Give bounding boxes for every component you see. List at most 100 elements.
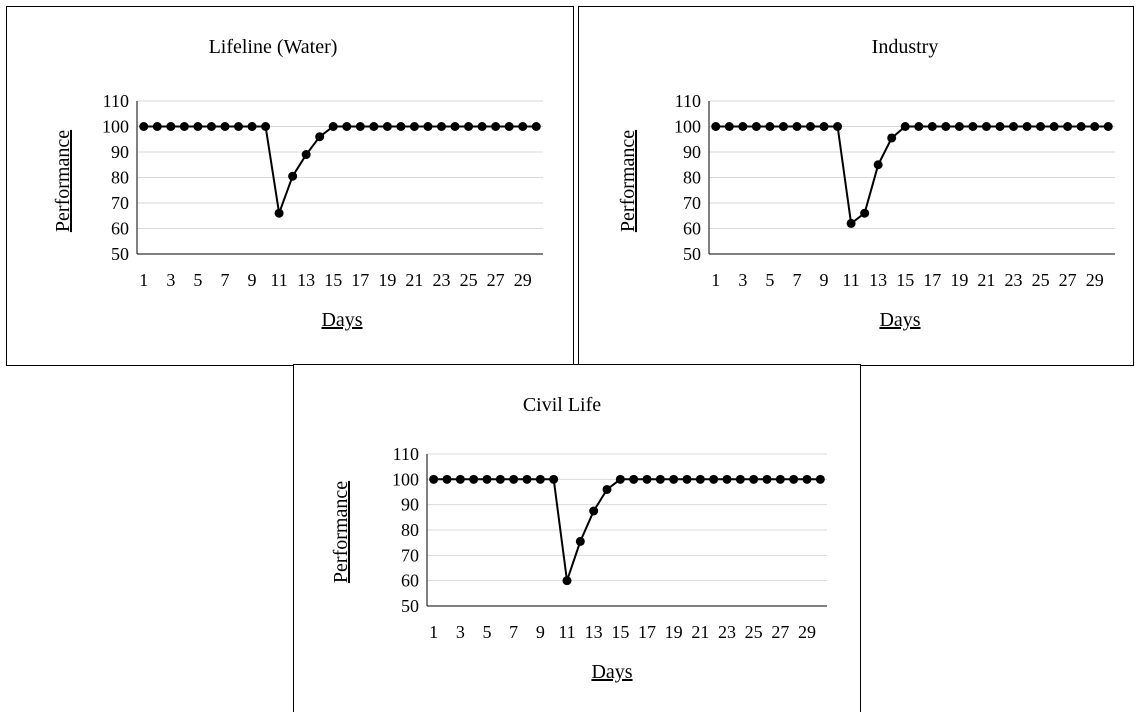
chart-panel-industry: Industry 50 60 70 80 90 100 110 1 3 5 7 9 11 13 15 17 19 2…	[578, 6, 1134, 366]
data-point	[328, 122, 338, 131]
chart-title: Civil Life	[523, 394, 601, 416]
data-point	[1090, 122, 1100, 131]
data-point	[301, 150, 311, 160]
y-tick-label: 110	[675, 91, 701, 111]
data-point	[247, 122, 257, 131]
y-tick-label: 50	[401, 596, 419, 616]
y-tick-label: 110	[103, 91, 129, 111]
data-point	[1036, 122, 1046, 131]
data-point	[954, 122, 964, 131]
chart-title: Industry	[872, 36, 939, 58]
y-axis-label: Performance	[330, 481, 352, 583]
data-point	[751, 122, 761, 131]
x-tick-label: 21	[977, 270, 995, 290]
x-tick-label: 9	[820, 270, 829, 290]
data-point	[562, 576, 572, 586]
x-tick-label: 19	[665, 622, 683, 642]
y-axis-label: Performance	[52, 130, 74, 232]
y-tick-label: 50	[683, 244, 701, 264]
x-tick-label: 27	[487, 270, 505, 290]
data-point	[450, 122, 460, 131]
data-point	[642, 474, 652, 484]
data-point	[738, 122, 748, 131]
data-point	[722, 474, 732, 484]
data-point	[1103, 122, 1113, 131]
data-point	[429, 474, 439, 484]
data-point	[464, 122, 474, 131]
data-point	[941, 122, 951, 131]
y-tick-label: 70	[111, 193, 129, 213]
y-tick-label: 70	[683, 193, 701, 213]
x-tick-label: 13	[297, 270, 315, 290]
data-point	[873, 160, 883, 170]
x-tick-label: 11	[270, 270, 287, 290]
x-tick-label: 19	[950, 270, 968, 290]
data-point	[522, 474, 532, 484]
data-point	[1049, 122, 1059, 131]
data-point	[274, 208, 284, 218]
y-tick-label: 90	[683, 142, 701, 162]
y-tick-label: 80	[401, 520, 419, 540]
data-point	[409, 122, 419, 131]
data-point	[914, 122, 924, 131]
x-tick-label: 29	[514, 270, 532, 290]
data-point	[139, 122, 149, 131]
x-tick-label: 3	[166, 270, 175, 290]
data-point	[711, 122, 721, 131]
data-point	[589, 506, 599, 516]
y-tick-label: 70	[401, 545, 419, 565]
x-tick-label: 9	[536, 622, 545, 642]
data-point	[615, 474, 625, 484]
y-tick-label: 60	[111, 219, 129, 239]
x-tick-label: 23	[433, 270, 451, 290]
data-point	[1022, 122, 1032, 131]
data-point	[629, 474, 639, 484]
data-point	[261, 122, 271, 131]
data-point	[455, 474, 465, 484]
x-tick-label: 29	[798, 622, 816, 642]
x-tick-label: 17	[923, 270, 941, 290]
x-tick-label: 11	[558, 622, 575, 642]
data-point	[491, 122, 501, 131]
data-point	[437, 122, 446, 131]
y-tick-label: 100	[674, 117, 701, 137]
chart-panel-civil-life: Civil Life 50 60 70 80 90 100 110 1 3 5 7 9 11 13 15 17 1…	[293, 364, 861, 712]
x-tick-label: 9	[248, 270, 257, 290]
data-point	[315, 132, 325, 142]
data-point	[669, 474, 679, 484]
chart-title: Lifeline (Water)	[209, 36, 338, 58]
y-tick-label: 100	[102, 117, 129, 137]
data-point	[762, 474, 772, 484]
x-tick-label: 1	[139, 270, 148, 290]
data-point	[396, 122, 406, 131]
data-point	[602, 484, 612, 494]
data-point	[206, 122, 216, 131]
data-point	[482, 474, 492, 484]
data-point	[477, 122, 487, 131]
data-point	[749, 474, 759, 484]
data-point	[655, 474, 665, 484]
data-point	[166, 122, 176, 131]
data-point	[682, 474, 692, 484]
data-point	[423, 122, 433, 131]
x-tick-label: 17	[351, 270, 369, 290]
y-tick-label: 60	[683, 219, 701, 239]
data-point	[288, 171, 298, 181]
data-point	[442, 474, 452, 484]
data-point	[765, 122, 775, 131]
data-point	[1076, 122, 1086, 131]
data-point	[342, 122, 352, 131]
data-point	[815, 474, 825, 484]
data-point	[789, 474, 799, 484]
x-tick-label: 25	[460, 270, 478, 290]
x-tick-label: 21	[405, 270, 423, 290]
data-point	[549, 474, 559, 484]
data-point	[709, 474, 719, 484]
data-point	[535, 474, 545, 484]
y-tick-label: 80	[111, 168, 129, 188]
data-point	[860, 208, 870, 218]
data-point	[234, 122, 243, 131]
chart-panel-lifeline: Lifeline (Water) 50 60 70 80 90 100 110 1 3 5 7 9 11 1…	[6, 6, 574, 366]
